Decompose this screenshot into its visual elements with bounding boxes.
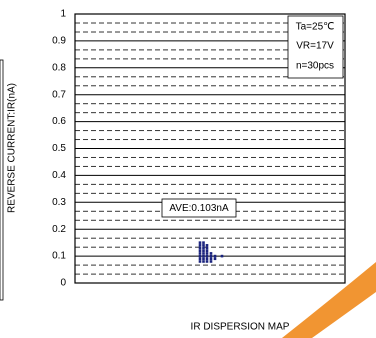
y-tick-label: 0.6 bbox=[52, 116, 66, 127]
y-tick-label: 0.7 bbox=[52, 89, 66, 100]
data-point bbox=[205, 254, 209, 258]
data-point bbox=[198, 260, 202, 263]
y-axis-title: REVERSE CURRENT:IR(nA) bbox=[7, 83, 18, 213]
data-point bbox=[198, 249, 202, 253]
data-point bbox=[202, 246, 205, 250]
conditions-box bbox=[287, 15, 344, 79]
annotation: VR=17V bbox=[296, 41, 334, 52]
data-point bbox=[205, 244, 209, 247]
y-tick-label: 0.9 bbox=[52, 36, 66, 47]
data-point bbox=[198, 252, 202, 255]
data-point bbox=[213, 254, 217, 258]
data-point bbox=[205, 260, 209, 263]
average-box bbox=[161, 198, 237, 218]
y-tick-label: 0.1 bbox=[52, 251, 66, 262]
data-point bbox=[209, 257, 213, 261]
data-point bbox=[198, 257, 202, 261]
data-point bbox=[202, 260, 205, 263]
data-point bbox=[202, 252, 205, 255]
data-point bbox=[213, 257, 217, 261]
data-point bbox=[202, 254, 205, 258]
y-tick-label: 1 bbox=[60, 9, 66, 20]
y-tick-label: 0.4 bbox=[52, 170, 66, 181]
data-point bbox=[198, 254, 202, 258]
data-point bbox=[209, 252, 213, 255]
data-point bbox=[198, 241, 202, 244]
neighbor-edge bbox=[0, 59, 4, 301]
data-point bbox=[205, 257, 209, 261]
data-point bbox=[198, 244, 202, 247]
plot-frame bbox=[74, 13, 346, 284]
y-tick-label: 0 bbox=[60, 278, 66, 289]
data-point bbox=[202, 249, 205, 253]
data-point bbox=[205, 249, 209, 253]
data-point bbox=[198, 246, 202, 250]
data-point bbox=[205, 252, 209, 255]
y-tick-label: 0.8 bbox=[52, 62, 66, 73]
data-point bbox=[205, 246, 209, 250]
y-tick-label: 0.5 bbox=[52, 143, 66, 154]
data-point bbox=[202, 244, 205, 247]
average-label: AVE:0.103nA bbox=[169, 203, 229, 214]
annotation: Ta=25℃ bbox=[296, 22, 335, 33]
y-tick-label: 0.2 bbox=[52, 224, 66, 235]
annotation: n=30pcs bbox=[296, 61, 334, 72]
data-point bbox=[220, 254, 224, 258]
data-point bbox=[202, 241, 205, 244]
watermark bbox=[282, 262, 376, 338]
y-tick-label: 0.3 bbox=[52, 197, 66, 208]
data-point bbox=[209, 260, 213, 263]
data-point bbox=[209, 254, 213, 258]
x-axis-title: IR DISPERSION MAP bbox=[191, 322, 290, 333]
data-point bbox=[202, 257, 205, 261]
